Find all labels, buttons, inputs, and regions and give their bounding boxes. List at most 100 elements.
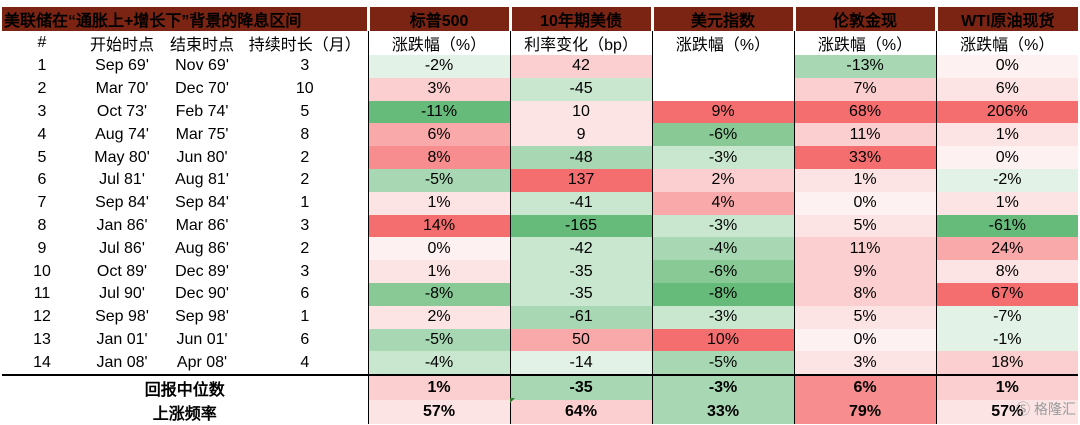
cell-index: 2 xyxy=(37,80,47,98)
summary-cell-wti: 1% xyxy=(935,374,1079,401)
summary-cell-gold: 6% xyxy=(793,374,937,401)
col-header-spx: 涨跌幅（%） xyxy=(367,31,511,55)
cell-gold: 7% xyxy=(793,77,937,101)
cell-spx: -4% xyxy=(367,351,511,376)
summary-cell-ust10y: 64% xyxy=(509,400,653,425)
cell-end: Jun 01' xyxy=(176,330,228,348)
cell-end: Jun 80' xyxy=(176,148,228,166)
cell-gold: 0% xyxy=(793,191,937,215)
cell-end: Mar 75' xyxy=(175,125,229,143)
cell-spx: -11% xyxy=(367,100,511,124)
cell-dxy: -5% xyxy=(651,351,795,376)
cell-start: Sep 84' xyxy=(95,194,149,212)
table-row: 2 Mar 70' Dec 70' 10 3% -45 7% 6% xyxy=(2,77,1079,101)
cell-ust10y: -61 xyxy=(509,305,653,329)
cell-duration: 2 xyxy=(300,171,310,189)
rate-cut-table: 美联储在“通胀上+增长下”背景的降息区间 标普500 10年期美债 美元指数 伦… xyxy=(2,7,1079,425)
cell-index: 11 xyxy=(33,285,51,303)
group-header-gold: 伦敦金现 xyxy=(792,7,937,31)
table-row: 10 Oct 89' Dec 89' 3 1% -35 -6% 9% 8% xyxy=(2,260,1079,283)
table-row: 12 Sep 98' Sep 98' 1 2% -61 -3% 5% -7% xyxy=(2,305,1079,329)
table-row: 3 Oct 73' Feb 74' 5 -11% 10 9% 68% 206% xyxy=(2,100,1079,124)
cell-dxy: -6% xyxy=(651,260,795,283)
col-header-dxy: 涨跌幅（%） xyxy=(651,31,795,55)
cell-start: Jul 86' xyxy=(99,239,145,257)
cell-wti: 67% xyxy=(935,282,1079,306)
summary-row: 回报中位数 1% -35 -3% 6% 1% xyxy=(2,374,1079,401)
table-body: 1 Sep 69' Nov 69' 3 -2% 42 -13% 0% 2 Mar 70' Dec 7… xyxy=(2,55,1079,425)
col-header-ust10y: 利率变化（bp） xyxy=(509,31,653,55)
summary-cell-wti: 57% xyxy=(935,400,1079,425)
cell-duration: 8 xyxy=(300,125,310,143)
cell-ust10y: -14 xyxy=(509,351,653,376)
cell-gold: 11% xyxy=(793,237,937,261)
table-row: 7 Sep 84' Sep 84' 1 1% -41 4% 0% 1% xyxy=(2,191,1079,215)
cell-start: Sep 69' xyxy=(95,57,149,75)
cell-gold: 5% xyxy=(793,214,937,238)
cell-index: 6 xyxy=(37,171,47,189)
cell-ust10y: -165 xyxy=(509,214,653,238)
cell-end: Dec 70' xyxy=(175,80,229,98)
cell-duration: 5 xyxy=(300,102,310,120)
group-header-spx: 标普500 xyxy=(366,7,511,31)
cell-index: 5 xyxy=(37,148,47,166)
cell-start: Jan 86' xyxy=(96,216,148,234)
cell-start: May 80' xyxy=(94,148,150,166)
cell-dxy xyxy=(651,77,795,101)
cell-duration: 3 xyxy=(300,262,310,280)
table-row: 11 Jul 90' Dec 90' 6 -8% -35 -8% 8% 67% xyxy=(2,282,1079,306)
cell-index: 8 xyxy=(37,216,47,234)
cell-ust10y: 137 xyxy=(509,168,653,192)
cell-ust10y: -48 xyxy=(509,146,653,169)
cell-index: 13 xyxy=(33,330,51,348)
cell-dxy: -4% xyxy=(651,237,795,261)
table-row: 14 Jan 08' Apr 08' 4 -4% -14 -5% 3% 18% xyxy=(2,351,1079,376)
cell-wti: 6% xyxy=(935,77,1079,101)
cell-end: Sep 98' xyxy=(175,308,229,326)
cell-wti: -61% xyxy=(935,214,1079,238)
group-header-ust10y: 10年期美债 xyxy=(508,7,653,31)
cell-duration: 6 xyxy=(300,330,310,348)
cell-dxy: 9% xyxy=(651,100,795,124)
table-row: 13 Jan 01' Jun 01' 6 -5% 50 10% 0% -1% xyxy=(2,328,1079,352)
watermark-text: 格隆汇 xyxy=(1034,401,1076,417)
cell-ust10y: 50 xyxy=(509,328,653,352)
cell-spx: 1% xyxy=(367,191,511,215)
cell-index: 12 xyxy=(33,308,51,326)
col-header-gold: 涨跌幅（%） xyxy=(793,31,937,55)
cell-ust10y: -42 xyxy=(509,237,653,261)
table-title: 美联储在“通胀上+增长下”背景的降息区间 xyxy=(2,7,369,31)
cell-start: Jan 08' xyxy=(96,353,148,371)
summary-cell-dxy: -3% xyxy=(651,374,795,401)
summary-label: 回报中位数 xyxy=(2,374,369,401)
summary-cell-spx: 1% xyxy=(367,374,511,401)
cell-dxy: -3% xyxy=(651,214,795,238)
cell-start: Jul 90' xyxy=(99,285,145,303)
table-row: 9 Jul 86' Aug 86' 2 0% -42 -4% 11% 24% xyxy=(2,237,1079,261)
cell-start: Jul 81' xyxy=(99,171,145,189)
cell-spx: 2% xyxy=(367,305,511,329)
table-row: 1 Sep 69' Nov 69' 3 -2% 42 -13% 0% xyxy=(2,55,1079,78)
cell-wti: -7% xyxy=(935,305,1079,329)
cell-ust10y: -41 xyxy=(509,191,653,215)
cell-duration: 10 xyxy=(295,80,314,98)
cell-start: Oct 89' xyxy=(96,262,148,280)
cell-duration: 1 xyxy=(300,308,310,326)
cell-index: 1 xyxy=(37,57,47,75)
table-row: 8 Jan 86' Mar 86' 3 14% -165 -3% 5% -61% xyxy=(2,214,1079,238)
cell-gold: 33% xyxy=(793,146,937,169)
cell-wti: -1% xyxy=(935,328,1079,352)
cell-gold: 68% xyxy=(793,100,937,124)
cell-start: Jan 01' xyxy=(96,330,148,348)
cell-spx: 8% xyxy=(367,146,511,169)
cell-gold: 5% xyxy=(793,305,937,329)
cell-start: Sep 98' xyxy=(95,308,149,326)
cell-end: Aug 86' xyxy=(175,239,229,257)
cell-start: Mar 70' xyxy=(95,80,149,98)
cell-wti: 24% xyxy=(935,237,1079,261)
header-row-groups: 美联储在“通胀上+增长下”背景的降息区间 标普500 10年期美债 美元指数 伦… xyxy=(2,7,1079,31)
col-header-start: 开始时点 xyxy=(82,31,162,55)
cell-spx: 1% xyxy=(367,260,511,283)
cell-duration: 1 xyxy=(300,194,310,212)
table-row: 6 Jul 81' Aug 81' 2 -5% 137 2% 1% -2% xyxy=(2,168,1079,192)
